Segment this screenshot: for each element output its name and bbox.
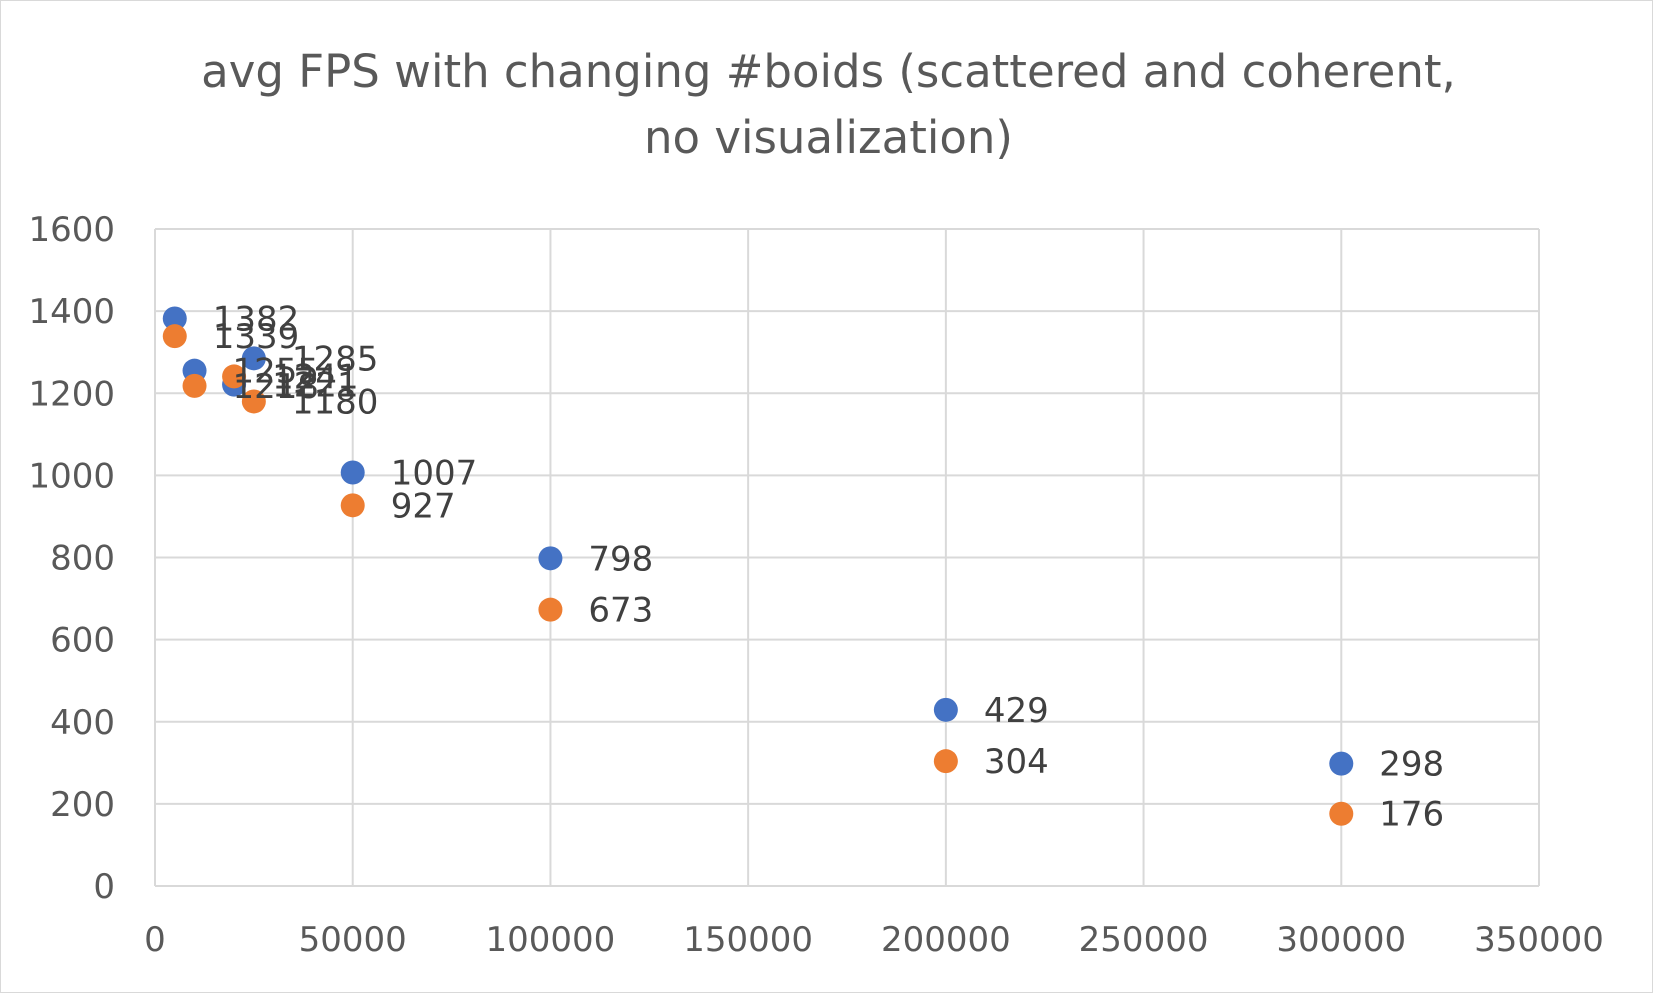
x-tick-label: 200000 <box>881 920 1011 960</box>
series-2-point <box>1329 801 1354 826</box>
series-2-data-label: 1339 <box>213 317 300 357</box>
series-2-data-label: 176 <box>1379 795 1444 835</box>
series-2-point <box>538 597 563 622</box>
axes: 0 50000 100000 150000 200000 250000 300000 3500… <box>28 210 1603 960</box>
series-2-data-label: 1241 <box>272 357 359 397</box>
y-tick-label: 800 <box>50 539 115 579</box>
y-tick-label: 0 <box>93 867 115 907</box>
series-1-data-label: 1285 <box>292 339 379 379</box>
series-1-data-label: 1007 <box>391 454 478 494</box>
x-tick-label: 50000 <box>299 920 407 960</box>
x-tick-label: 250000 <box>1079 920 1209 960</box>
x-tick-label: 100000 <box>486 920 616 960</box>
series-2-point <box>933 749 958 774</box>
y-tick-label: 600 <box>50 621 115 661</box>
series-1-point <box>241 346 266 371</box>
series-1-data-label: 298 <box>1379 745 1444 785</box>
chart-title: avg FPS with changing #boids (scattered … <box>201 45 1456 164</box>
series-2-point <box>222 364 247 389</box>
y-tick-label: 200 <box>50 785 115 825</box>
series-2-data-label: 1180 <box>292 382 379 422</box>
series-2-data-label: 673 <box>588 591 653 631</box>
series-1-point <box>538 546 563 571</box>
x-tick-label: 350000 <box>1474 920 1604 960</box>
y-tick-label: 1400 <box>28 292 115 332</box>
series-1-data-label: 798 <box>588 539 653 579</box>
series-2-point <box>340 493 365 518</box>
y-tick-label: 1200 <box>28 374 115 414</box>
series-2-point <box>241 389 266 414</box>
gridlines <box>154 228 1540 887</box>
series-1-data-label: 1382 <box>213 300 300 340</box>
series-1-point <box>933 697 958 722</box>
series-2-data-label: 304 <box>984 742 1049 782</box>
series-1-data-label: 1255 <box>233 352 320 392</box>
y-tick-label: 400 <box>50 703 115 743</box>
data-points <box>162 306 1354 826</box>
x-tick-label: 300000 <box>1276 920 1406 960</box>
series-1-data-label: 1221 <box>272 366 359 406</box>
series-1-point <box>162 306 187 331</box>
series-2-point <box>182 373 207 398</box>
series-2-point <box>162 324 187 349</box>
y-tick-label: 1600 <box>28 210 115 250</box>
x-tick-label: 150000 <box>683 920 813 960</box>
x-tick-label: 0 <box>144 920 166 960</box>
y-tick-label: 1000 <box>28 456 115 496</box>
series-2-data-label: 1218 <box>233 367 320 407</box>
series-1-point <box>340 460 365 485</box>
series-1-point <box>1329 751 1354 776</box>
series-1-data-label: 429 <box>984 691 1049 731</box>
series-2-data-label: 927 <box>391 486 456 526</box>
